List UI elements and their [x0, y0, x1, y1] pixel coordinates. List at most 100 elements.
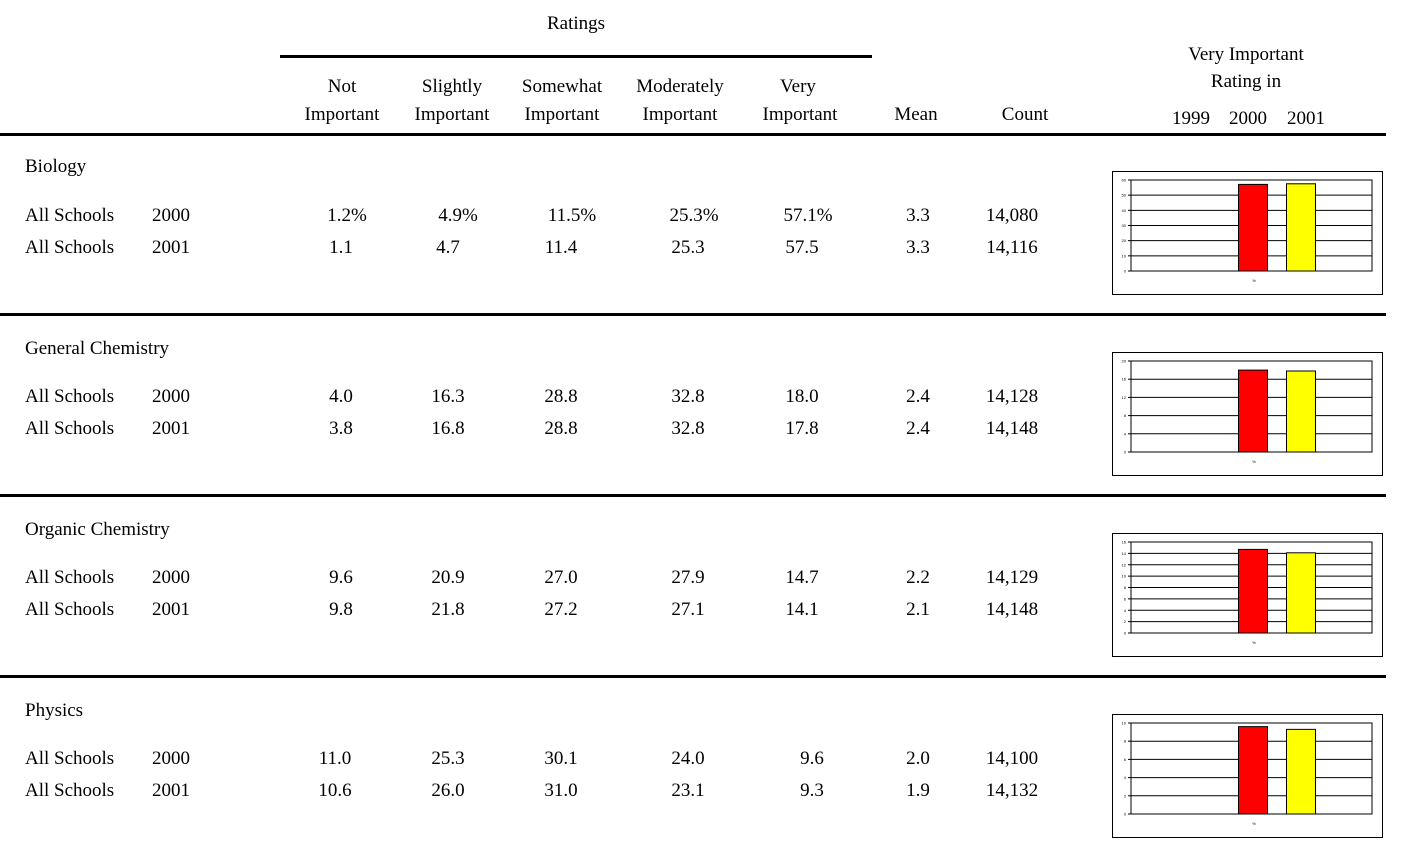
chart-svg: 0 2 4 6 8 10%	[1122, 721, 1373, 826]
value-very-important: 57.1%	[783, 205, 833, 226]
bar-2000	[1238, 183, 1268, 272]
y-tick-label: 50	[1122, 193, 1127, 198]
value-mean: 2.4	[906, 386, 930, 407]
value-moderately-important: 25.3%	[669, 205, 719, 226]
y-tick-label: 30	[1122, 223, 1127, 228]
value-not-important: 4.0	[329, 386, 353, 407]
col-not-line1: Not	[327, 76, 357, 97]
y-tick-label: 10	[1122, 721, 1127, 726]
value-not-important: 9.8	[329, 599, 353, 620]
value-not-important: 10.6	[318, 780, 352, 801]
value-count: 14,128	[985, 386, 1039, 407]
subject-title: Biology	[25, 156, 87, 177]
y-tick-label: 6	[1124, 757, 1127, 762]
bar-2000	[1238, 369, 1268, 453]
value-slightly-important: 25.3	[431, 748, 465, 769]
y-tick-label: 8	[1124, 739, 1127, 744]
bar-2001	[1286, 728, 1316, 815]
value-not-important: 1.2%	[327, 205, 367, 226]
value-count: 14,100	[985, 748, 1039, 769]
row-label: All Schools	[25, 599, 115, 620]
value-somewhat-important: 11.5%	[547, 205, 597, 226]
row-label: All Schools	[25, 418, 115, 439]
very-important-chart: 0 2 4 6 8 10%	[1112, 714, 1383, 838]
value-somewhat-important: 27.2	[544, 599, 578, 620]
row-year: 2001	[152, 780, 190, 801]
row-label: All Schools	[25, 237, 115, 258]
x-axis-mark: %	[1252, 821, 1256, 826]
value-slightly-important: 16.3	[431, 386, 465, 407]
chart-svg: 0 10 20 30 40 50 60%	[1122, 178, 1373, 283]
value-somewhat-important: 30.1	[544, 748, 578, 769]
value-somewhat-important: 11.4	[544, 237, 578, 258]
value-slightly-important: 20.9	[431, 567, 465, 588]
y-tick-label: 60	[1122, 178, 1127, 183]
value-moderately-important: 27.1	[671, 599, 705, 620]
col-somewhat-line2: Important	[524, 104, 600, 125]
row-year: 2000	[152, 386, 190, 407]
value-mean: 2.2	[906, 567, 930, 588]
value-slightly-important: 16.8	[431, 418, 465, 439]
col-very-line2: Important	[762, 104, 838, 125]
y-tick-label: 6	[1124, 596, 1127, 601]
value-very-important: 9.3	[800, 780, 824, 801]
row-label: All Schools	[25, 567, 115, 588]
chart-svg: 0 4 8 12 16 20%	[1122, 359, 1373, 464]
x-axis-mark: %	[1252, 278, 1256, 283]
y-tick-label: 0	[1124, 812, 1127, 817]
y-tick-label: 20	[1122, 238, 1127, 243]
y-tick-label: 10	[1122, 574, 1127, 579]
value-somewhat-important: 27.0	[544, 567, 578, 588]
y-tick-label: 4	[1124, 431, 1127, 436]
bar-2001	[1286, 183, 1316, 272]
value-moderately-important: 32.8	[671, 386, 705, 407]
subject-title: Physics	[25, 700, 84, 721]
value-very-important: 9.6	[800, 748, 824, 769]
value-moderately-important: 27.9	[671, 567, 705, 588]
bar-2001	[1286, 552, 1316, 634]
col-slightly-line1: Slightly	[421, 76, 483, 97]
year-2000: 2000	[1229, 108, 1267, 129]
value-mean: 1.9	[906, 780, 930, 801]
y-tick-label: 16	[1122, 540, 1127, 545]
value-mean: 3.3	[906, 205, 930, 226]
value-not-important: 3.8	[329, 418, 353, 439]
y-tick-label: 16	[1122, 377, 1127, 382]
col-moderately-line1: Moderately	[636, 76, 724, 97]
subject-title: General Chemistry	[25, 338, 170, 359]
value-somewhat-important: 28.8	[544, 418, 578, 439]
y-tick-label: 0	[1124, 450, 1127, 455]
subject-title: Organic Chemistry	[25, 519, 170, 540]
value-very-important: 14.7	[785, 567, 819, 588]
y-tick-label: 12	[1122, 395, 1127, 400]
very-important-chart: 0 2 4 6 8 10 12 14 16%	[1112, 533, 1383, 657]
value-very-important: 17.8	[785, 418, 819, 439]
row-label: All Schools	[25, 780, 115, 801]
row-label: All Schools	[25, 205, 115, 226]
x-axis-mark: %	[1252, 459, 1256, 464]
year-2001: 2001	[1287, 108, 1325, 129]
vi-title-line1: Very Important	[1188, 44, 1304, 65]
value-slightly-important: 4.9%	[438, 205, 478, 226]
value-mean: 2.4	[906, 418, 930, 439]
value-somewhat-important: 28.8	[544, 386, 578, 407]
y-tick-label: 8	[1124, 413, 1127, 418]
y-tick-label: 12	[1122, 562, 1127, 567]
y-tick-label: 4	[1124, 608, 1127, 613]
x-axis-mark: %	[1252, 640, 1256, 645]
row-label: All Schools	[25, 386, 115, 407]
value-count: 14,148	[985, 418, 1039, 439]
value-slightly-important: 21.8	[431, 599, 465, 620]
col-somewhat-line1: Somewhat	[521, 76, 603, 97]
very-important-chart: 0 10 20 30 40 50 60%	[1112, 171, 1383, 295]
value-slightly-important: 26.0	[431, 780, 465, 801]
value-mean: 2.0	[906, 748, 930, 769]
year-1999: 1999	[1172, 108, 1210, 129]
row-year: 2000	[152, 205, 190, 226]
row-label: All Schools	[25, 748, 115, 769]
very-important-chart: 0 4 8 12 16 20%	[1112, 352, 1383, 476]
y-tick-label: 0	[1124, 269, 1127, 274]
chart-svg: 0 2 4 6 8 10 12 14 16%	[1122, 540, 1373, 645]
y-tick-label: 40	[1122, 208, 1127, 213]
col-not-line2: Important	[304, 104, 380, 125]
